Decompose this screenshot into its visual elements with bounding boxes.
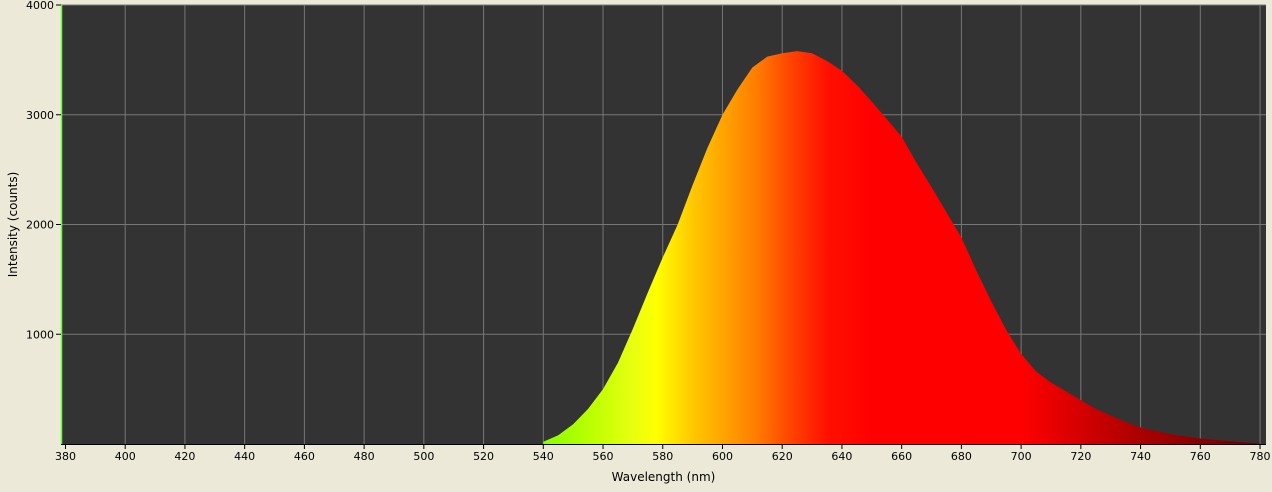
x-tick-label: 640 (831, 450, 852, 463)
x-tick-label: 540 (533, 450, 554, 463)
y-axis-label: Intensity (counts) (6, 172, 20, 278)
x-tick-label: 400 (115, 450, 136, 463)
y-tick-label: 4000 (26, 0, 54, 12)
x-tick-label: 520 (473, 450, 494, 463)
x-tick-label: 740 (1130, 450, 1151, 463)
x-axis-label: Wavelength (nm) (612, 470, 716, 484)
x-tick-label: 660 (891, 450, 912, 463)
x-tick-label: 700 (1011, 450, 1032, 463)
x-tick-label: 380 (55, 450, 76, 463)
x-tick-label: 480 (354, 450, 375, 463)
x-tick-label: 580 (652, 450, 673, 463)
axis-ticks: 380 400 420 440 460 480 500 520 540 560 580 600 620 6… (26, 0, 1271, 463)
x-tick-label: 460 (294, 450, 315, 463)
y-tick-label: 3000 (26, 109, 54, 122)
x-tick-label: 720 (1070, 450, 1091, 463)
x-tick-label: 680 (951, 450, 972, 463)
spectrum-area (543, 51, 1261, 444)
x-tick-label: 500 (413, 450, 434, 463)
x-tick-label: 440 (234, 450, 255, 463)
x-tick-label: 600 (712, 450, 733, 463)
y-tick-label: 1000 (26, 328, 54, 341)
x-tick-label: 560 (593, 450, 614, 463)
x-tick-label: 780 (1250, 450, 1271, 463)
x-tick-label: 420 (174, 450, 195, 463)
x-tick-label: 760 (1190, 450, 1211, 463)
x-tick-label: 620 (772, 450, 793, 463)
y-tick-label: 2000 (26, 219, 54, 232)
